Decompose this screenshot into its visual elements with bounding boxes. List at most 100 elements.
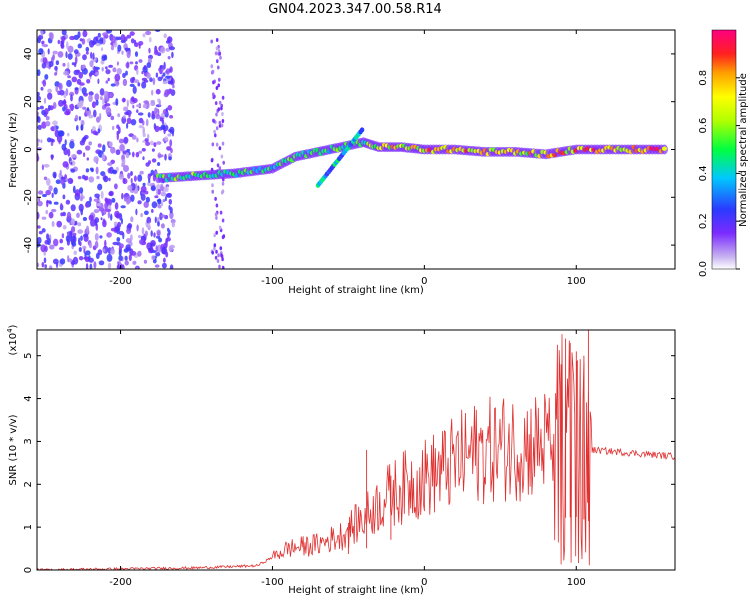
noise-blob xyxy=(104,197,108,203)
noise-blob xyxy=(111,197,116,203)
noise-blob xyxy=(146,242,152,250)
noise-blob xyxy=(37,91,40,97)
noise-blob xyxy=(125,244,131,251)
noise-blob xyxy=(127,184,133,191)
y-tick-label: 1 xyxy=(23,524,34,530)
noise-blob xyxy=(67,61,70,70)
noise-blob xyxy=(79,82,85,86)
noise-blob xyxy=(154,107,158,114)
noise-blob xyxy=(142,120,145,126)
noise-blob xyxy=(216,163,220,168)
noise-blob xyxy=(141,148,146,152)
noise-blob xyxy=(169,264,174,269)
noise-blob xyxy=(212,118,215,123)
noise-blob xyxy=(60,40,64,48)
noise-blob xyxy=(144,210,149,216)
noise-blob xyxy=(137,112,144,116)
y-tick-label: -20 xyxy=(23,189,34,205)
y-tick-label: 0 xyxy=(23,567,34,573)
noise-blob xyxy=(212,95,215,100)
noise-blob xyxy=(101,67,104,72)
noise-blob xyxy=(52,102,57,109)
noise-blob xyxy=(162,72,166,77)
noise-blob xyxy=(157,221,160,227)
noise-blob xyxy=(43,163,50,168)
y-tick-label: 40 xyxy=(23,48,34,61)
spectrogram-x-ticks: -200 -100 0 100 xyxy=(109,30,586,287)
ridge-cell xyxy=(661,146,667,151)
noise-blob xyxy=(82,106,87,110)
noise-blob xyxy=(105,103,111,107)
noise-blob xyxy=(116,68,122,75)
noise-blob xyxy=(221,119,225,123)
noise-blob xyxy=(168,245,173,252)
noise-blob xyxy=(40,86,44,91)
noise-blob xyxy=(165,47,171,52)
noise-blob xyxy=(44,108,49,115)
noise-blob xyxy=(112,67,117,73)
noise-blob xyxy=(114,183,118,190)
noise-blob xyxy=(51,221,55,227)
noise-blob xyxy=(147,173,151,181)
noise-blob xyxy=(40,139,43,143)
noise-blob xyxy=(143,201,149,209)
noise-blob xyxy=(217,253,220,258)
noise-blob xyxy=(158,237,163,243)
x-tick-label: 0 xyxy=(421,276,427,287)
noise-blob xyxy=(132,85,137,94)
noise-blob xyxy=(55,179,61,184)
noise-blob xyxy=(154,195,159,199)
noise-blob xyxy=(215,112,218,117)
noise-blob xyxy=(160,214,166,218)
noise-blob xyxy=(110,227,116,232)
noise-blob xyxy=(45,115,50,121)
noise-blob xyxy=(82,54,87,61)
noise-blob xyxy=(37,37,41,44)
noise-blob xyxy=(133,79,140,84)
noise-blob xyxy=(126,99,129,108)
noise-blob xyxy=(99,96,103,101)
noise-blob xyxy=(41,261,45,268)
noise-blob xyxy=(140,185,147,193)
noise-blob xyxy=(37,116,41,123)
noise-blob xyxy=(116,81,120,86)
noise-blob xyxy=(121,218,123,225)
noise-blob xyxy=(88,214,94,221)
noise-blob xyxy=(141,227,145,235)
noise-blob xyxy=(89,60,94,68)
noise-blob xyxy=(218,77,221,82)
noise-blob xyxy=(89,196,92,203)
noise-blob xyxy=(151,250,157,253)
noise-blob xyxy=(37,138,41,143)
noise-blob xyxy=(93,198,100,202)
noise-blob xyxy=(220,253,223,258)
y-tick-label: 2 xyxy=(23,481,34,487)
noise-blob xyxy=(94,209,98,213)
noise-blob xyxy=(121,97,126,103)
noise-blob xyxy=(138,235,141,239)
noise-blob xyxy=(217,107,221,112)
noise-blob xyxy=(118,138,124,144)
spectrogram-marks xyxy=(37,30,668,269)
noise-blob xyxy=(73,49,79,54)
noise-blob xyxy=(165,107,168,113)
noise-blob xyxy=(105,80,109,84)
noise-blob xyxy=(80,124,84,131)
snr-series-line xyxy=(37,334,675,570)
noise-blob xyxy=(145,196,150,203)
noise-blob xyxy=(147,181,152,187)
noise-blob xyxy=(61,143,67,151)
noise-blob xyxy=(42,44,49,48)
noise-blob xyxy=(163,61,166,70)
noise-blob xyxy=(71,241,77,247)
noise-blob xyxy=(136,224,139,232)
noise-blob xyxy=(127,223,133,229)
noise-blob xyxy=(217,83,220,88)
noise-blob xyxy=(142,132,146,138)
noise-blob xyxy=(149,77,153,82)
noise-blob xyxy=(49,105,54,111)
noise-blob xyxy=(138,125,144,129)
noise-blob xyxy=(218,264,221,269)
noise-blob xyxy=(105,208,111,212)
